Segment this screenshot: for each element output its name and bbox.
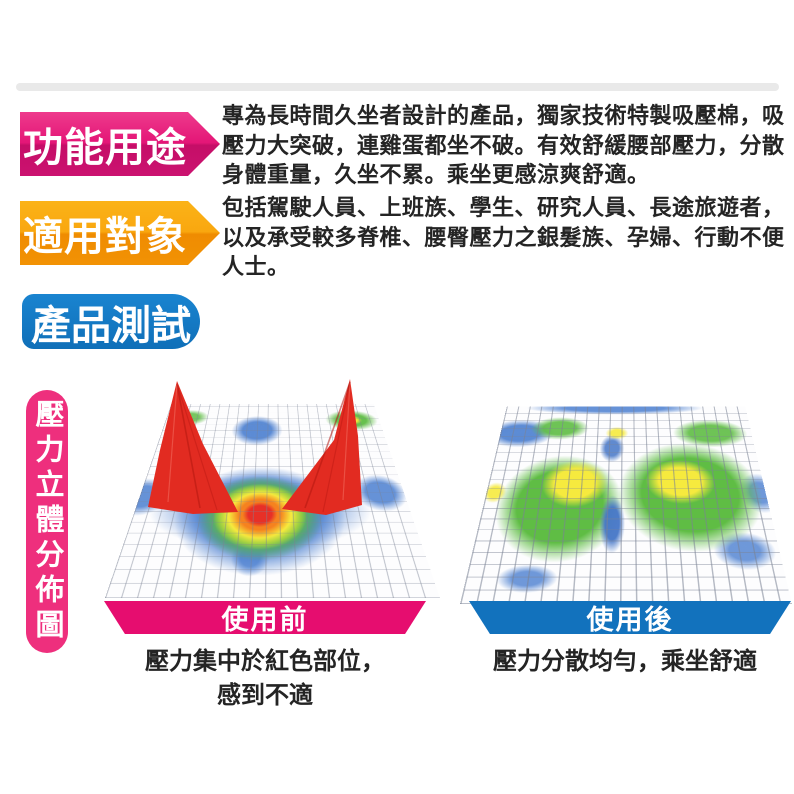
paragraph-line: 人士。 <box>222 254 290 279</box>
caption-after: 壓力分散均勻，乘坐舒適 <box>455 645 794 679</box>
banner-function-use: 功能用途 <box>20 112 220 176</box>
paragraph-line: 專為長時間久坐者設計的產品，獨家技術特製吸壓棉，吸 <box>222 103 785 128</box>
caption-before-line: 感到不適 <box>217 682 313 709</box>
ribbon-before-label: 使用前 <box>221 605 309 635</box>
pressure-mesh-before <box>105 403 440 598</box>
ribbon-after-label: 使用後 <box>586 605 674 635</box>
banner-product-test-label: 產品測試 <box>31 303 191 348</box>
top-divider <box>16 83 779 91</box>
paragraph-line: 身體重量，久坐不累。乘坐更感涼爽舒適。 <box>222 162 650 187</box>
banner-function-use-label: 功能用途 <box>23 126 187 170</box>
target-users-paragraph: 包括駕駛人員、上班族、學生、研究人員、長途旅遊者， 以及承受較多脊椎、腰臀壓力之… <box>222 193 785 282</box>
banner-product-test: 產品測試 <box>22 294 200 349</box>
function-use-paragraph: 專為長時間久坐者設計的產品，獨家技術特製吸壓棉，吸 壓力大突破，連雞蛋都坐不破。… <box>222 101 785 190</box>
caption-after-line: 壓力分散均勻，乘坐舒適 <box>493 648 757 675</box>
paragraph-line: 包括駕駛人員、上班族、學生、研究人員、長途旅遊者， <box>222 195 785 220</box>
pressure-mesh-after <box>460 406 792 604</box>
ribbon-after: 使用後 <box>469 601 791 634</box>
pressure-map-side-label-text: 壓力立體分佈圖 <box>31 399 63 644</box>
caption-before: 壓力集中於紅色部位， 感到不適 <box>95 645 435 713</box>
pressure-map-side-label: 壓力立體分佈圖 <box>26 390 68 653</box>
paragraph-line: 以及承受較多脊椎、腰臀壓力之銀髮族、孕婦、行動不便 <box>222 224 785 250</box>
banner-target-users-label: 適用對象 <box>23 215 187 259</box>
pressure-chart-before <box>105 378 440 598</box>
caption-before-line: 壓力集中於紅色部位， <box>145 648 385 675</box>
pressure-chart-after <box>460 393 792 604</box>
ribbon-before: 使用前 <box>104 601 426 634</box>
banner-target-users: 適用對象 <box>20 201 220 265</box>
paragraph-line: 壓力大突破，連雞蛋都坐不破。有效舒緩腰部壓力，分散 <box>222 132 785 158</box>
